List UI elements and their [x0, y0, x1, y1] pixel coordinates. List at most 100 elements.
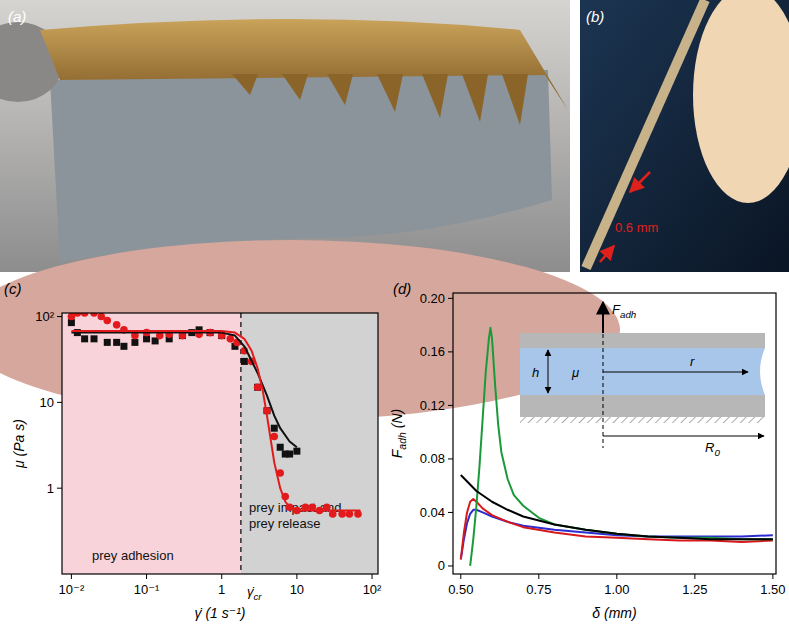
- y-axis-label: Fadh (N): [389, 409, 408, 458]
- point: [271, 425, 278, 432]
- plot-data: [68, 313, 362, 518]
- text-part: δ (mm): [592, 605, 636, 621]
- x-tick: [296, 574, 297, 579]
- x-tick: [772, 574, 773, 579]
- point: [277, 444, 284, 451]
- y-tick-label: 1: [47, 481, 54, 496]
- point: [113, 321, 121, 329]
- x-tick-label: 10: [290, 582, 304, 597]
- inset-label: h: [532, 365, 539, 380]
- y-tick: [57, 402, 62, 403]
- point: [226, 335, 234, 343]
- panel-label: (c): [4, 280, 22, 297]
- point: [120, 343, 127, 350]
- gap-arrow: [548, 350, 549, 393]
- panel-label: (b): [586, 8, 604, 25]
- subscript: adh: [620, 309, 636, 320]
- x-tick: [71, 574, 72, 579]
- point: [286, 451, 293, 458]
- inset-label: μ: [571, 365, 579, 380]
- inset-label: R0: [705, 440, 720, 458]
- annotation: prey adhesion: [92, 548, 174, 563]
- ground: [520, 417, 765, 423]
- series-line: [461, 499, 773, 559]
- x-tick-label: 0.75: [526, 582, 551, 597]
- point: [241, 358, 248, 365]
- x-tick-label: 1.00: [604, 582, 629, 597]
- x-tick-label: 1.50: [760, 582, 785, 597]
- inset-label: Fadh: [612, 302, 636, 320]
- photo-b: 0.6 mm (b): [580, 0, 789, 272]
- y-tick-label: 0.20: [420, 291, 445, 306]
- outer-radius-arrow: [603, 436, 764, 437]
- y-tick-label: 10²: [35, 309, 54, 324]
- plot-frame: [453, 293, 776, 574]
- annotation: prey impact and: [249, 500, 341, 515]
- x-tick-label: 10⁻¹: [134, 582, 160, 597]
- x-axis-label: δ (mm): [592, 605, 636, 621]
- needle: [586, 0, 705, 268]
- radius-arrow: [603, 372, 748, 373]
- chart-0: γ̇cr prey adhesion prey impact andprey rel…: [4, 280, 382, 621]
- chart-1: 00.040.080.120.160.200.500.751.001.251.5…: [389, 280, 786, 621]
- x-tick: [616, 574, 617, 579]
- point: [131, 339, 138, 346]
- point: [293, 448, 300, 455]
- y-tick-label: 0.08: [420, 451, 445, 466]
- force-arrow: [602, 302, 604, 333]
- point: [254, 383, 262, 391]
- y-tick-label: 0.16: [420, 344, 445, 359]
- subscript: adh: [396, 432, 408, 450]
- y-tick: [448, 298, 453, 299]
- y-tick: [448, 565, 453, 566]
- arrow: [630, 172, 650, 192]
- subscript: 0: [714, 447, 720, 458]
- x-axis-label: γ̇ (1 s⁻¹): [195, 605, 246, 621]
- text-part: R: [705, 440, 714, 455]
- inset-label: r: [690, 354, 695, 369]
- point: [91, 335, 98, 342]
- scale-label: 0.6 mm: [615, 220, 658, 235]
- inset: Fadh h μ r R0: [520, 302, 765, 458]
- text-part: (N): [389, 409, 405, 432]
- y-tick: [448, 458, 453, 459]
- tooth: [502, 74, 528, 125]
- x-tick: [694, 574, 695, 579]
- bottom-plate: [520, 395, 765, 417]
- critical-label: γ̇cr: [247, 584, 262, 602]
- point: [113, 339, 120, 346]
- y-tick: [57, 488, 62, 489]
- plot-frame: [62, 313, 378, 574]
- x-tick-label: 0.50: [448, 582, 473, 597]
- photo-background: [0, 0, 570, 272]
- prey-disc: [693, 0, 789, 203]
- x-tick: [460, 574, 461, 579]
- point: [81, 335, 88, 342]
- x-tick: [372, 574, 373, 579]
- y-tick: [448, 405, 453, 406]
- tooth: [282, 74, 308, 100]
- y-tick-label: 10: [40, 395, 54, 410]
- gel: [50, 70, 552, 262]
- y-axis-label: μ (Pa s): [11, 419, 27, 469]
- x-tick-label: 10²: [363, 582, 382, 597]
- x-tick-label: 1: [218, 582, 225, 597]
- x-tick-label: 10⁻²: [59, 582, 85, 597]
- mandible: [40, 19, 568, 110]
- series-line: [461, 475, 773, 539]
- axis-line: [603, 320, 604, 448]
- y-tick: [57, 316, 62, 317]
- x-tick: [538, 574, 539, 579]
- y-tick: [448, 512, 453, 513]
- arrow: [600, 246, 614, 262]
- tooth: [232, 74, 258, 95]
- plot-data: [461, 328, 773, 566]
- fluid: [520, 348, 765, 395]
- point: [103, 317, 111, 325]
- subscript: cr: [253, 591, 262, 602]
- tooth: [462, 74, 488, 122]
- tooth: [377, 74, 403, 112]
- annotation: prey release: [249, 516, 321, 531]
- point: [254, 384, 261, 391]
- x-tick-label: 1.25: [682, 582, 707, 597]
